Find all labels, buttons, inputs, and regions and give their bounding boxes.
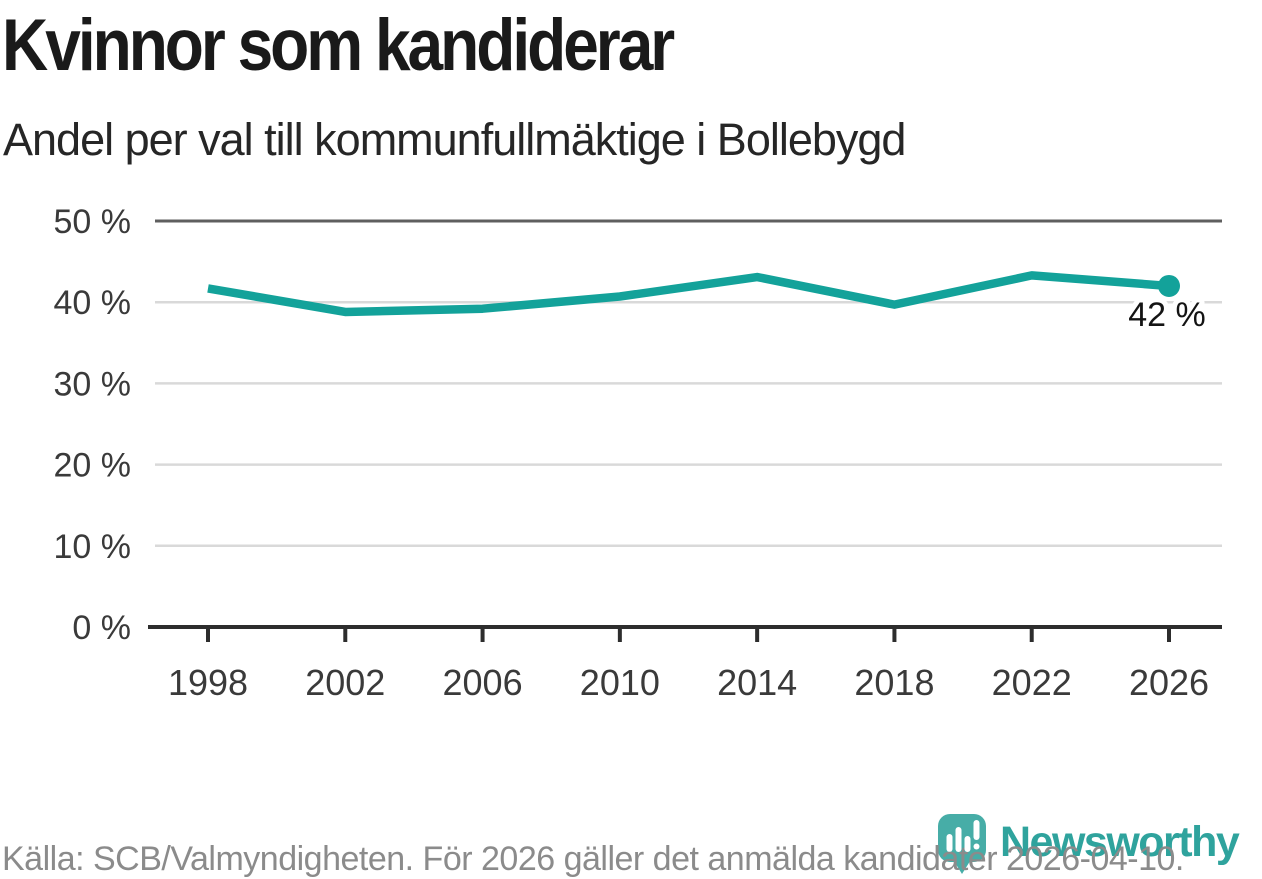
x-tick-label: 2002 — [305, 662, 385, 703]
y-tick-label: 40 % — [54, 284, 132, 322]
x-tick-label: 2014 — [717, 662, 797, 703]
y-tick-label: 0 % — [72, 609, 131, 647]
y-tick-label: 20 % — [54, 447, 132, 485]
source-note: Källa: SCB/Valmyndigheten. För 2026 gäll… — [2, 840, 1184, 878]
y-tick-label: 10 % — [54, 528, 132, 566]
newsworthy-logo: Newsworthy — [934, 812, 1240, 878]
trend-line — [207, 271, 1170, 317]
x-tick-label: 2022 — [992, 662, 1072, 703]
y-tick-label: 50 % — [54, 203, 132, 241]
newsworthy-wordmark: Newsworthy — [1000, 818, 1240, 866]
page-title: Kvinnor som kandiderar — [2, 3, 675, 86]
chart-subtitle: Andel per val till kommunfullmäktige i B… — [3, 114, 906, 165]
x-tick-label: 2006 — [443, 662, 523, 703]
x-tick-label: 1998 — [168, 662, 248, 703]
end-value-label: 42 % — [1128, 296, 1206, 334]
end-point-marker — [1158, 274, 1180, 297]
x-tick-label: 2018 — [854, 662, 934, 703]
x-tick-label: 2026 — [1129, 662, 1209, 703]
y-tick-label: 30 % — [54, 365, 132, 403]
newsworthy-pin-barchart-icon — [938, 814, 986, 874]
x-tick-label: 2010 — [580, 662, 660, 703]
